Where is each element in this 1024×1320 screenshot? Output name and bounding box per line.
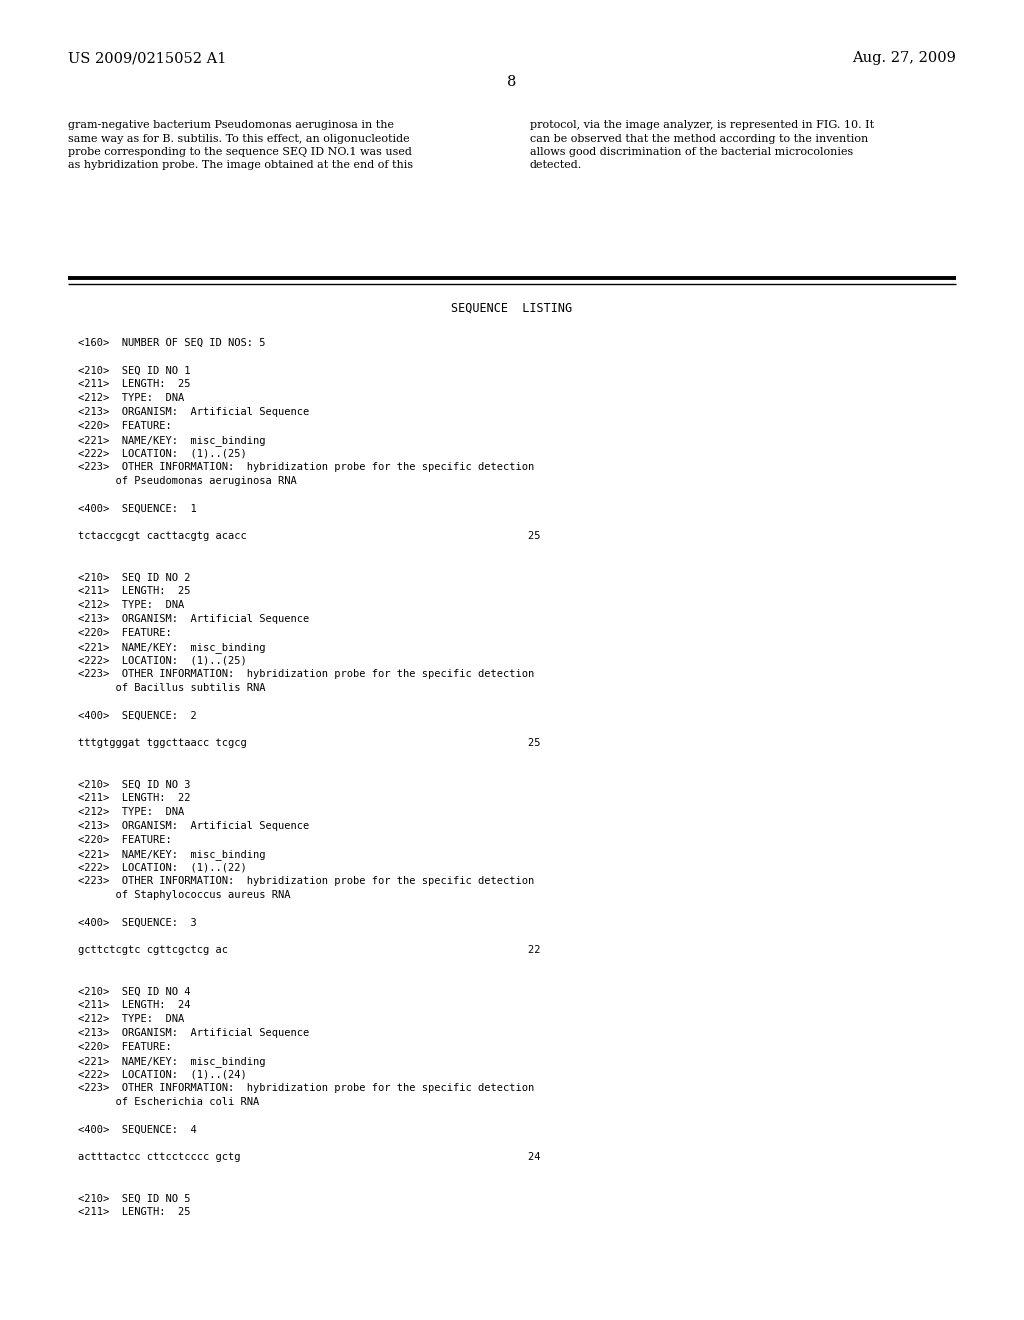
Text: <213>  ORGANISM:  Artificial Sequence: <213> ORGANISM: Artificial Sequence xyxy=(78,614,309,624)
Text: <212>  TYPE:  DNA: <212> TYPE: DNA xyxy=(78,393,184,403)
Text: of Bacillus subtilis RNA: of Bacillus subtilis RNA xyxy=(78,682,265,693)
Text: tctaccgcgt cacttacgtg acacc                                             25: tctaccgcgt cacttacgtg acacc 25 xyxy=(78,531,541,541)
Text: <211>  LENGTH:  25: <211> LENGTH: 25 xyxy=(78,586,190,597)
Text: <210>  SEQ ID NO 1: <210> SEQ ID NO 1 xyxy=(78,366,190,376)
Text: <210>  SEQ ID NO 5: <210> SEQ ID NO 5 xyxy=(78,1193,190,1204)
Text: US 2009/0215052 A1: US 2009/0215052 A1 xyxy=(68,51,226,65)
Text: allows good discrimination of the bacterial microcolonies: allows good discrimination of the bacter… xyxy=(530,147,853,157)
Text: <211>  LENGTH:  24: <211> LENGTH: 24 xyxy=(78,1001,190,1010)
Text: <221>  NAME/KEY:  misc_binding: <221> NAME/KEY: misc_binding xyxy=(78,1056,265,1067)
Text: Aug. 27, 2009: Aug. 27, 2009 xyxy=(852,51,956,65)
Text: of Pseudomonas aeruginosa RNA: of Pseudomonas aeruginosa RNA xyxy=(78,477,297,486)
Text: <210>  SEQ ID NO 4: <210> SEQ ID NO 4 xyxy=(78,986,190,997)
Text: <400>  SEQUENCE:  4: <400> SEQUENCE: 4 xyxy=(78,1125,197,1135)
Text: <212>  TYPE:  DNA: <212> TYPE: DNA xyxy=(78,601,184,610)
Text: <223>  OTHER INFORMATION:  hybridization probe for the specific detection: <223> OTHER INFORMATION: hybridization p… xyxy=(78,876,535,886)
Text: <160>  NUMBER OF SEQ ID NOS: 5: <160> NUMBER OF SEQ ID NOS: 5 xyxy=(78,338,265,348)
Text: detected.: detected. xyxy=(530,161,583,170)
Text: <210>  SEQ ID NO 3: <210> SEQ ID NO 3 xyxy=(78,780,190,789)
Text: SEQUENCE  LISTING: SEQUENCE LISTING xyxy=(452,302,572,315)
Text: <222>  LOCATION:  (1)..(25): <222> LOCATION: (1)..(25) xyxy=(78,449,247,458)
Text: can be observed that the method according to the invention: can be observed that the method accordin… xyxy=(530,133,868,144)
Text: of Staphylococcus aureus RNA: of Staphylococcus aureus RNA xyxy=(78,890,291,900)
Text: protocol, via the image analyzer, is represented in FIG. 10. It: protocol, via the image analyzer, is rep… xyxy=(530,120,874,129)
Text: <222>  LOCATION:  (1)..(25): <222> LOCATION: (1)..(25) xyxy=(78,656,247,665)
Text: <221>  NAME/KEY:  misc_binding: <221> NAME/KEY: misc_binding xyxy=(78,434,265,446)
Text: <211>  LENGTH:  25: <211> LENGTH: 25 xyxy=(78,379,190,389)
Text: 8: 8 xyxy=(507,75,517,88)
Text: <220>  FEATURE:: <220> FEATURE: xyxy=(78,628,172,638)
Text: gcttctcgtc cgttcgctcg ac                                                22: gcttctcgtc cgttcgctcg ac 22 xyxy=(78,945,541,956)
Text: <220>  FEATURE:: <220> FEATURE: xyxy=(78,421,172,430)
Text: <213>  ORGANISM:  Artificial Sequence: <213> ORGANISM: Artificial Sequence xyxy=(78,1028,309,1038)
Text: gram-negative bacterium Pseudomonas aeruginosa in the: gram-negative bacterium Pseudomonas aeru… xyxy=(68,120,394,129)
Text: <221>  NAME/KEY:  misc_binding: <221> NAME/KEY: misc_binding xyxy=(78,642,265,652)
Text: <210>  SEQ ID NO 2: <210> SEQ ID NO 2 xyxy=(78,573,190,582)
Text: <213>  ORGANISM:  Artificial Sequence: <213> ORGANISM: Artificial Sequence xyxy=(78,407,309,417)
Text: as hybridization probe. The image obtained at the end of this: as hybridization probe. The image obtain… xyxy=(68,161,413,170)
Text: <223>  OTHER INFORMATION:  hybridization probe for the specific detection: <223> OTHER INFORMATION: hybridization p… xyxy=(78,462,535,473)
Text: actttactcc cttcctcccc gctg                                              24: actttactcc cttcctcccc gctg 24 xyxy=(78,1152,541,1162)
Text: <212>  TYPE:  DNA: <212> TYPE: DNA xyxy=(78,808,184,817)
Text: <400>  SEQUENCE:  3: <400> SEQUENCE: 3 xyxy=(78,917,197,928)
Text: <400>  SEQUENCE:  2: <400> SEQUENCE: 2 xyxy=(78,710,197,721)
Text: <400>  SEQUENCE:  1: <400> SEQUENCE: 1 xyxy=(78,504,197,513)
Text: tttgtgggat tggcttaacc tcgcg                                             25: tttgtgggat tggcttaacc tcgcg 25 xyxy=(78,738,541,748)
Text: <223>  OTHER INFORMATION:  hybridization probe for the specific detection: <223> OTHER INFORMATION: hybridization p… xyxy=(78,1084,535,1093)
Text: <222>  LOCATION:  (1)..(24): <222> LOCATION: (1)..(24) xyxy=(78,1069,247,1080)
Text: <211>  LENGTH:  22: <211> LENGTH: 22 xyxy=(78,793,190,804)
Text: <212>  TYPE:  DNA: <212> TYPE: DNA xyxy=(78,1014,184,1024)
Text: <211>  LENGTH:  25: <211> LENGTH: 25 xyxy=(78,1208,190,1217)
Text: <213>  ORGANISM:  Artificial Sequence: <213> ORGANISM: Artificial Sequence xyxy=(78,821,309,832)
Text: <222>  LOCATION:  (1)..(22): <222> LOCATION: (1)..(22) xyxy=(78,862,247,873)
Text: same way as for B. subtilis. To this effect, an oligonucleotide: same way as for B. subtilis. To this eff… xyxy=(68,133,410,144)
Text: <221>  NAME/KEY:  misc_binding: <221> NAME/KEY: misc_binding xyxy=(78,849,265,859)
Text: <220>  FEATURE:: <220> FEATURE: xyxy=(78,1041,172,1052)
Text: <223>  OTHER INFORMATION:  hybridization probe for the specific detection: <223> OTHER INFORMATION: hybridization p… xyxy=(78,669,535,680)
Text: <220>  FEATURE:: <220> FEATURE: xyxy=(78,834,172,845)
Text: of Escherichia coli RNA: of Escherichia coli RNA xyxy=(78,1097,259,1107)
Text: probe corresponding to the sequence SEQ ID NO.1 was used: probe corresponding to the sequence SEQ … xyxy=(68,147,412,157)
